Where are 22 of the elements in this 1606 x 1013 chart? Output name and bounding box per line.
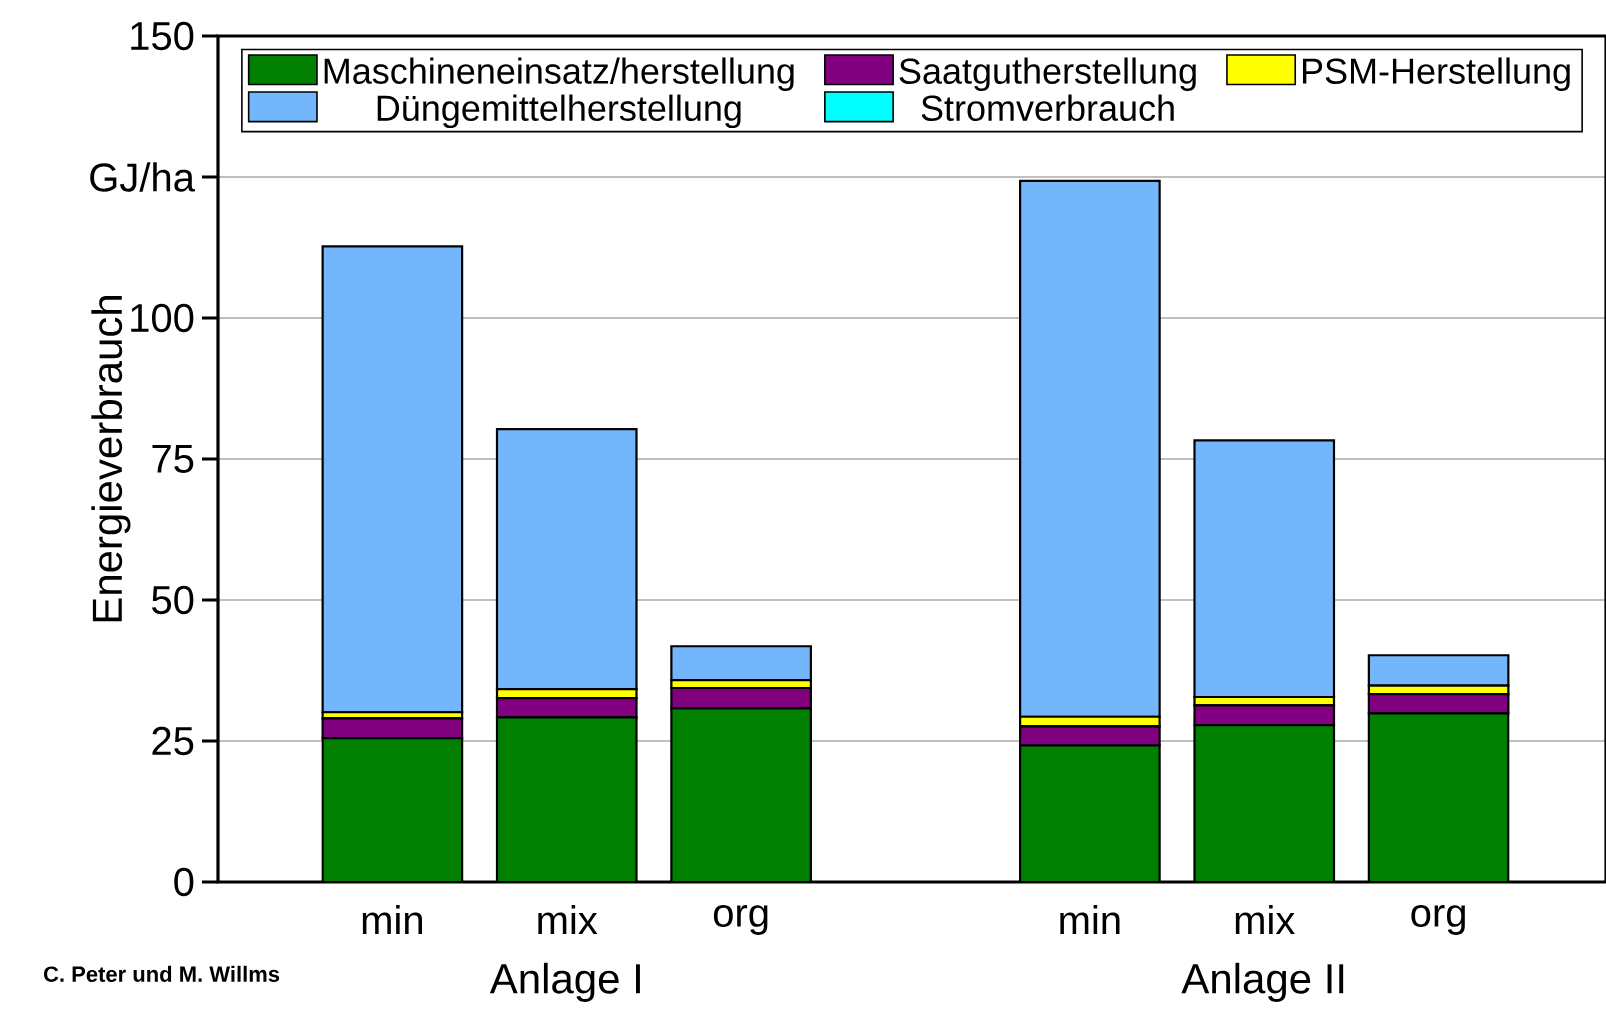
x-tick-label: mix bbox=[538, 905, 598, 935]
legend-label: Saatgutherstellung bbox=[899, 57, 1196, 92]
y-tick-label: 150 bbox=[131, 21, 194, 51]
x-tick-label: org bbox=[713, 905, 768, 935]
x-tick-label: min bbox=[362, 905, 422, 935]
text: Anlage II bbox=[1181, 962, 1344, 1002]
y-tick-label: 0 bbox=[174, 867, 194, 897]
legend-label: PSM-Herstellung bbox=[1302, 57, 1570, 92]
x-tick-label: min bbox=[1060, 905, 1120, 935]
x-tick-label: org bbox=[1411, 905, 1465, 935]
y-axis-title: Energieverbrauch bbox=[91, 296, 131, 622]
text: C. Peter und M. Willms bbox=[43, 965, 280, 982]
y-tick-label: 50 bbox=[152, 585, 194, 615]
legend-label: Maschineneinsatz/herstellung bbox=[324, 57, 794, 92]
legend-label: Düngemittelherstellung bbox=[377, 94, 741, 129]
y-tick-label: 100 bbox=[131, 303, 194, 333]
y-tick-label: 75 bbox=[152, 445, 194, 473]
y-tick-label: 25 bbox=[152, 726, 194, 756]
x-tick-label: mix bbox=[1235, 905, 1295, 935]
y-tick-label: GJ/ha bbox=[90, 162, 195, 192]
text: Anlage I bbox=[489, 962, 640, 1002]
legend-label: Stromverbrauch bbox=[921, 94, 1174, 121]
